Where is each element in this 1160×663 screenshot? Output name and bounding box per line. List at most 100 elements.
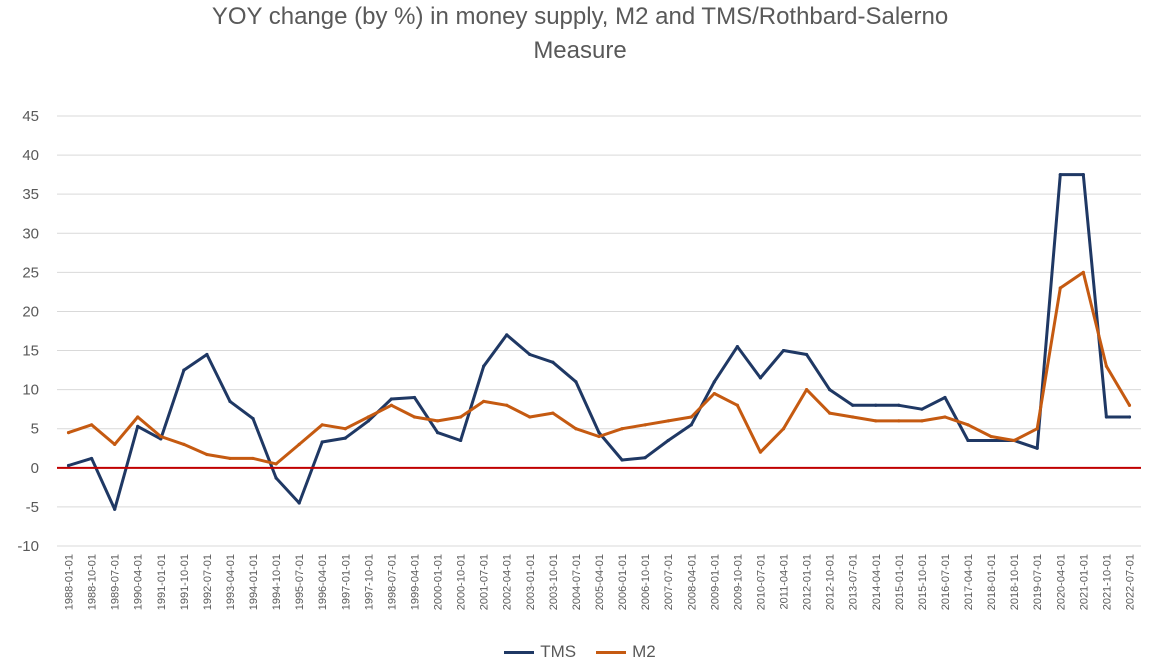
data-point-tms xyxy=(666,438,670,443)
data-point-tms xyxy=(943,395,947,400)
x-tick-label: 2009-10-01 xyxy=(732,554,744,610)
data-point-tms xyxy=(1081,173,1085,177)
data-point-tms xyxy=(781,348,786,353)
data-point-m2 xyxy=(551,411,555,415)
x-tick-label: 1993-04-01 xyxy=(225,554,237,610)
x-tick-label: 2018-01-01 xyxy=(986,554,998,610)
x-tick-label: 1991-01-01 xyxy=(156,554,168,610)
data-point-m2 xyxy=(666,419,670,423)
data-point-m2 xyxy=(781,427,786,431)
data-point-m2 xyxy=(528,415,532,419)
legend-item-tms: TMS xyxy=(504,642,576,662)
x-tick-label: 2021-10-01 xyxy=(1101,554,1113,610)
x-tick-label: 1992-07-01 xyxy=(202,554,214,610)
x-tick-label: 2018-10-01 xyxy=(1009,554,1021,610)
x-tick-label: 1998-07-01 xyxy=(386,554,398,610)
x-tick-label: 2006-01-01 xyxy=(617,554,629,610)
data-point-tms xyxy=(1035,446,1039,450)
data-point-m2 xyxy=(643,423,647,427)
data-point-m2 xyxy=(1081,270,1085,274)
legend-swatch-tms xyxy=(504,650,535,654)
y-tick-label: 25 xyxy=(22,264,39,281)
y-tick-label: 40 xyxy=(22,147,39,164)
data-point-tms xyxy=(689,423,693,427)
x-tick-label: 2017-04-01 xyxy=(963,554,975,610)
data-point-tms xyxy=(989,438,993,443)
data-point-tms xyxy=(620,458,624,462)
data-point-m2 xyxy=(343,427,347,431)
x-tick-label: 2003-01-01 xyxy=(525,554,537,610)
data-point-tms xyxy=(412,395,417,400)
chart-title: YOY change (by %) in money supply, M2 an… xyxy=(0,0,1160,68)
y-tick-label: 10 xyxy=(22,382,39,399)
data-point-tms xyxy=(804,352,809,357)
data-point-tms xyxy=(1058,173,1062,177)
data-point-m2 xyxy=(320,423,324,427)
x-tick-label: 2015-01-01 xyxy=(894,554,906,610)
y-tick-label: -10 xyxy=(17,538,39,555)
data-point-m2 xyxy=(113,442,117,446)
data-point-m2 xyxy=(205,452,209,457)
data-point-tms xyxy=(320,440,324,444)
data-point-m2 xyxy=(989,434,993,439)
data-point-m2 xyxy=(435,419,440,423)
x-tick-label: 2000-10-01 xyxy=(456,554,468,610)
data-point-m2 xyxy=(1127,403,1132,407)
x-tick-label: 2009-01-01 xyxy=(709,554,721,610)
y-tick-label: 0 xyxy=(31,460,39,477)
data-point-tms xyxy=(528,352,532,357)
x-tick-label: 2022-07-01 xyxy=(1124,554,1136,610)
data-point-m2 xyxy=(89,423,94,427)
x-tick-label: 2014-04-01 xyxy=(871,554,883,610)
x-tick-label: 2005-04-01 xyxy=(594,554,606,610)
data-point-tms xyxy=(851,403,855,407)
data-point-m2 xyxy=(1012,438,1016,443)
data-point-tms xyxy=(435,431,440,435)
data-point-tms xyxy=(274,476,278,480)
x-tick-label: 2021-01-01 xyxy=(1078,554,1090,610)
data-point-m2 xyxy=(735,403,739,407)
x-tick-label: 1999-04-01 xyxy=(409,554,421,610)
data-point-m2 xyxy=(828,411,832,415)
legend-label-tms: TMS xyxy=(540,642,577,661)
data-point-m2 xyxy=(1104,364,1109,368)
x-tick-label: 1990-04-01 xyxy=(133,554,145,610)
y-tick-label: 35 xyxy=(22,186,39,203)
data-point-tms xyxy=(712,380,716,384)
data-point-m2 xyxy=(966,423,970,427)
y-tick-label: 45 xyxy=(22,108,39,125)
data-point-m2 xyxy=(804,388,809,392)
data-point-m2 xyxy=(182,442,186,446)
data-point-m2 xyxy=(505,403,509,407)
line-chart: -10 -5 0 5 10 15 20 25 30 35 40 45 1988-01-01 1988-10… xyxy=(17,108,1141,610)
data-point-tms xyxy=(735,345,739,349)
data-point-tms xyxy=(182,368,186,372)
data-point-tms xyxy=(920,407,924,411)
data-point-tms xyxy=(828,388,832,392)
data-point-tms xyxy=(1127,415,1132,419)
data-point-m2 xyxy=(712,391,716,396)
data-point-m2 xyxy=(897,419,901,423)
x-tick-label: 1988-01-01 xyxy=(64,554,76,610)
data-point-m2 xyxy=(689,415,693,419)
x-tick-label: 2010-07-01 xyxy=(755,554,767,610)
legend: TMS M2 xyxy=(0,641,1160,663)
x-tick-label: 2006-10-01 xyxy=(640,554,652,610)
data-point-m2 xyxy=(1035,427,1039,431)
x-tick-label: 1988-10-01 xyxy=(87,554,99,610)
data-point-tms xyxy=(205,352,209,357)
data-point-m2 xyxy=(851,415,855,419)
data-point-tms xyxy=(551,360,555,364)
data-point-m2 xyxy=(1058,286,1062,290)
data-point-m2 xyxy=(159,434,163,439)
data-point-tms xyxy=(66,463,71,468)
data-point-m2 xyxy=(574,427,578,431)
y-tick-label: 5 xyxy=(31,421,39,438)
data-point-m2 xyxy=(228,456,232,461)
x-tick-label: 1994-01-01 xyxy=(248,554,260,610)
data-point-tms xyxy=(389,397,394,401)
data-point-tms xyxy=(136,424,140,428)
data-point-m2 xyxy=(297,442,301,446)
data-point-tms xyxy=(482,364,486,368)
x-tick-label: 2007-07-01 xyxy=(663,554,675,610)
